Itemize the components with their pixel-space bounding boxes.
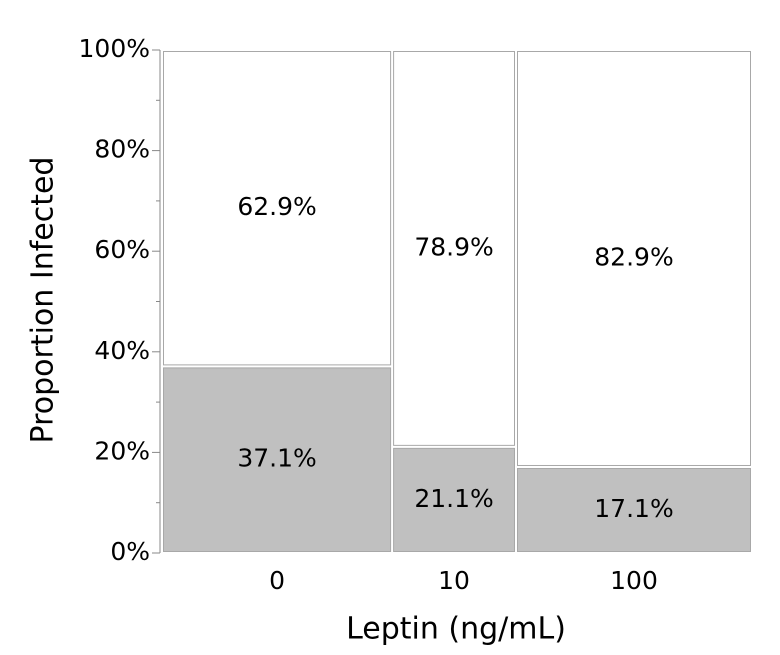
y-tick-label: 20% <box>94 436 150 465</box>
mosaic-cell <box>517 51 751 466</box>
mosaic-cell <box>393 447 516 553</box>
mosaic-cell <box>517 467 751 552</box>
x-tick-label: 10 <box>438 566 470 595</box>
y-tick-label: 40% <box>94 336 150 365</box>
x-axis-title: Leptin (ng/mL) <box>346 612 566 647</box>
mosaic-cell <box>393 51 516 446</box>
x-tick-label: 0 <box>269 566 285 595</box>
y-tick-label: 100% <box>79 34 150 63</box>
x-tick-label: 100 <box>610 566 658 595</box>
y-axis-title: Proportion Infected <box>26 157 61 444</box>
mosaic-cell <box>163 367 392 552</box>
y-tick-label: 0% <box>110 537 150 566</box>
value-label: 17.1% <box>594 494 673 523</box>
y-tick-label: 80% <box>94 135 150 164</box>
y-tick-label: 60% <box>94 235 150 264</box>
value-label: 21.1% <box>414 484 493 513</box>
mosaic-cell <box>163 51 392 366</box>
value-label: 37.1% <box>237 444 316 473</box>
value-label: 78.9% <box>414 232 493 261</box>
value-label: 62.9% <box>237 192 316 221</box>
value-label: 82.9% <box>594 242 673 271</box>
